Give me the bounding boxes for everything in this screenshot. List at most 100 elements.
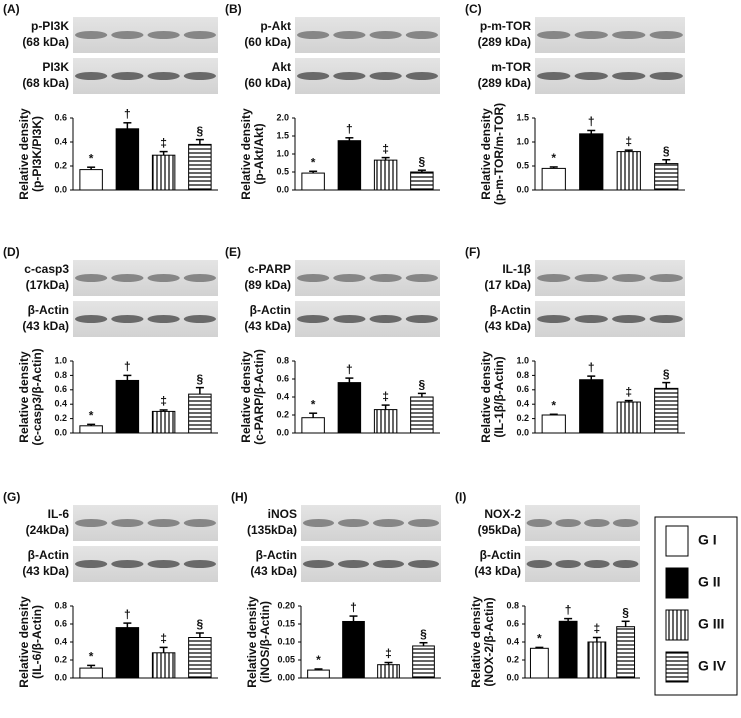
y-label: (IL-6/β-Actin) <box>30 605 44 679</box>
blot-band <box>584 519 610 527</box>
blot-size: (43 kDa) <box>250 564 297 578</box>
error-bar <box>195 138 204 145</box>
error-bar <box>549 166 558 169</box>
error-bar <box>587 129 596 134</box>
blot-size: (43 kDa) <box>22 319 69 333</box>
y-tick-label: 0.4 <box>54 399 67 409</box>
significance-marker: * <box>89 151 94 165</box>
blot-band <box>574 274 608 282</box>
bar <box>342 620 365 679</box>
blot-band <box>369 315 402 323</box>
significance-marker: * <box>311 397 316 411</box>
bar <box>115 128 140 191</box>
blot-band <box>147 274 180 282</box>
blot-name: IL-1β <box>502 262 531 276</box>
significance-marker: § <box>197 372 204 386</box>
blot-band <box>369 72 402 80</box>
significance-marker: ‡ <box>625 134 632 148</box>
y-label: (p-Akt/Akt) <box>252 123 266 184</box>
y-tick-label: 0.6 <box>506 618 519 628</box>
bar <box>616 401 641 434</box>
error-bar <box>564 617 573 622</box>
bar <box>79 169 103 191</box>
significance-marker: ‡ <box>385 647 392 661</box>
panel-label: (I) <box>455 490 466 504</box>
bar <box>579 133 604 191</box>
y-tick-label: 0.0 <box>506 672 519 682</box>
bar <box>79 667 103 679</box>
blot-band <box>333 315 366 323</box>
blot-name: c-PARP <box>248 262 291 276</box>
significance-marker: ‡ <box>160 632 167 646</box>
y-tick-label: 0.4 <box>54 636 67 646</box>
y-tick-label: 0.6 <box>276 373 289 383</box>
bar <box>558 620 578 679</box>
blot-band <box>297 72 330 80</box>
significance-marker: * <box>89 409 94 423</box>
blot-band <box>75 519 108 527</box>
error-bar <box>195 632 204 638</box>
significance-marker: § <box>420 627 427 641</box>
y-tick-label: 0.4 <box>54 136 67 146</box>
bar <box>115 379 140 434</box>
blot-band <box>405 274 438 282</box>
legend-swatch <box>665 651 689 683</box>
blot-band <box>612 560 639 568</box>
bar <box>151 410 176 434</box>
significance-marker: * <box>316 653 321 667</box>
blot-size: (43 kDa) <box>22 564 69 578</box>
blot-band <box>407 560 440 568</box>
panel-label: (H) <box>231 490 248 504</box>
error-bar <box>159 409 168 412</box>
significance-marker: ‡ <box>594 622 601 636</box>
error-bar <box>87 664 96 669</box>
blot-band <box>537 315 571 323</box>
bar <box>151 652 176 679</box>
y-label: Relative density <box>479 351 493 443</box>
significance-marker: § <box>197 124 204 138</box>
blot-band <box>111 274 144 282</box>
error-bar <box>624 149 633 152</box>
blot-band <box>574 31 608 39</box>
significance-marker: ‡ <box>160 394 167 408</box>
y-label: (NOX-2/β-Actin) <box>482 597 496 686</box>
significance-marker: § <box>663 367 670 381</box>
y-tick-label: 0.0 <box>516 427 529 437</box>
y-tick-label: 0.2 <box>54 413 67 423</box>
error-bar <box>535 646 544 649</box>
blot-band <box>183 315 216 323</box>
blot-name: β-Actin <box>250 303 291 317</box>
y-tick-label: 0.0 <box>54 184 67 194</box>
blot-size: (135kDa) <box>247 523 297 537</box>
y-tick-label: 0.4 <box>516 399 529 409</box>
y-tick-label: 0.6 <box>54 112 67 122</box>
y-tick-label: 1.0 <box>54 355 67 365</box>
panel-label: (G) <box>3 490 20 504</box>
y-label: (iNOS/β-Actin) <box>258 601 272 683</box>
y-label: Relative density <box>17 351 31 443</box>
error-bar <box>417 169 426 172</box>
bar <box>337 382 362 434</box>
blot-band <box>337 560 370 568</box>
bar <box>541 167 566 191</box>
significance-marker: § <box>197 617 204 631</box>
panel-label: (D) <box>3 245 20 259</box>
y-label: Relative density <box>469 596 483 688</box>
significance-marker: † <box>588 115 595 129</box>
bar <box>410 396 434 434</box>
blot-name: p-PI3K <box>31 19 69 33</box>
significance-marker: * <box>89 650 94 664</box>
blot-band <box>369 31 402 39</box>
y-tick-label: 0.0 <box>516 184 529 194</box>
blot-band <box>75 72 108 80</box>
blot-band <box>183 72 216 80</box>
blot-band <box>555 519 581 527</box>
error-bar <box>381 156 390 161</box>
blot-band <box>372 560 405 568</box>
bar <box>79 425 103 434</box>
y-tick-label: 0.0 <box>54 427 67 437</box>
blot-band <box>407 519 440 527</box>
bar <box>301 172 325 191</box>
y-tick-label: 0.2 <box>54 654 67 664</box>
significance-marker: * <box>537 632 542 646</box>
